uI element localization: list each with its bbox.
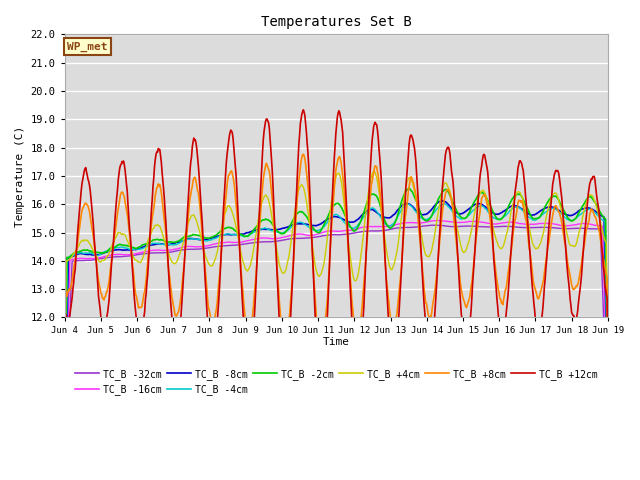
TC_B -4cm xyxy=(419,216,427,222)
TC_B +4cm xyxy=(403,180,411,186)
TC_B +8cm xyxy=(70,261,78,266)
Line: TC_B +12cm: TC_B +12cm xyxy=(65,110,608,429)
TC_B +8cm xyxy=(182,247,189,252)
TC_B -32cm xyxy=(70,258,78,264)
TC_B +8cm xyxy=(127,240,134,245)
TC_B -2cm xyxy=(70,250,78,256)
Y-axis label: Temperature (C): Temperature (C) xyxy=(15,125,25,227)
TC_B -4cm xyxy=(61,432,68,438)
TC_B -32cm xyxy=(182,247,189,252)
TC_B -4cm xyxy=(403,202,410,208)
TC_B -16cm xyxy=(604,425,612,431)
TC_B +4cm xyxy=(70,250,78,256)
TC_B -2cm xyxy=(405,186,413,192)
TC_B +8cm xyxy=(211,317,218,323)
Line: TC_B -16cm: TC_B -16cm xyxy=(65,220,608,446)
TC_B +12cm xyxy=(300,107,307,113)
TC_B -16cm xyxy=(70,256,78,262)
TC_B -8cm xyxy=(182,237,189,243)
Line: TC_B +8cm: TC_B +8cm xyxy=(65,155,608,410)
TC_B -32cm xyxy=(211,244,218,250)
TC_B +8cm xyxy=(604,403,612,408)
Line: TC_B -2cm: TC_B -2cm xyxy=(65,189,608,429)
TC_B -16cm xyxy=(211,241,218,247)
TC_B -4cm xyxy=(70,252,78,258)
TC_B +12cm xyxy=(604,417,612,422)
TC_B +4cm xyxy=(604,407,612,412)
TC_B +4cm xyxy=(127,245,134,251)
TC_B -2cm xyxy=(211,233,218,239)
TC_B +4cm xyxy=(211,259,218,264)
TC_B -2cm xyxy=(127,243,134,249)
TC_B -32cm xyxy=(61,447,68,453)
TC_B -8cm xyxy=(127,247,134,253)
TC_B +8cm xyxy=(300,152,307,157)
TC_B +8cm xyxy=(61,407,68,413)
TC_B -16cm xyxy=(182,244,189,250)
TC_B -8cm xyxy=(604,414,612,420)
Text: WP_met: WP_met xyxy=(67,41,108,52)
TC_B +4cm xyxy=(182,230,189,236)
TC_B +4cm xyxy=(61,416,68,422)
TC_B -16cm xyxy=(127,252,134,258)
TC_B -32cm xyxy=(431,222,438,228)
Line: TC_B -32cm: TC_B -32cm xyxy=(65,225,608,450)
TC_B -4cm xyxy=(211,236,218,241)
Line: TC_B +4cm: TC_B +4cm xyxy=(65,171,608,419)
TC_B +4cm xyxy=(419,240,427,245)
TC_B +12cm xyxy=(403,171,411,177)
TC_B +12cm xyxy=(211,352,218,358)
TC_B -8cm xyxy=(418,212,426,217)
TC_B -8cm xyxy=(403,201,410,206)
TC_B -32cm xyxy=(418,223,426,229)
TC_B -4cm xyxy=(127,246,134,252)
TC_B -4cm xyxy=(604,412,612,418)
TC_B -32cm xyxy=(403,225,410,230)
TC_B +4cm xyxy=(370,168,378,174)
TC_B +12cm xyxy=(182,243,189,249)
TC_B +12cm xyxy=(70,272,78,277)
TC_B -4cm xyxy=(404,201,412,207)
TC_B -16cm xyxy=(435,217,442,223)
Legend: TC_B -32cm, TC_B -16cm, TC_B -8cm, TC_B -4cm, TC_B -2cm, TC_B +4cm, TC_B +8cm, T: TC_B -32cm, TC_B -16cm, TC_B -8cm, TC_B … xyxy=(71,365,602,399)
TC_B -2cm xyxy=(403,188,410,193)
Title: Temperatures Set B: Temperatures Set B xyxy=(261,15,412,29)
TC_B -8cm xyxy=(61,437,68,443)
Line: TC_B -8cm: TC_B -8cm xyxy=(65,201,608,440)
TC_B -2cm xyxy=(604,405,612,410)
TC_B -16cm xyxy=(61,443,68,449)
Line: TC_B -4cm: TC_B -4cm xyxy=(65,204,608,435)
TC_B -8cm xyxy=(211,235,218,240)
TC_B +8cm xyxy=(403,203,411,208)
TC_B +12cm xyxy=(127,233,134,239)
TC_B -32cm xyxy=(604,430,612,436)
X-axis label: Time: Time xyxy=(323,337,349,347)
TC_B -2cm xyxy=(182,234,189,240)
TC_B -4cm xyxy=(182,237,189,243)
TC_B -2cm xyxy=(419,215,427,221)
TC_B +12cm xyxy=(61,426,68,432)
TC_B -32cm xyxy=(127,253,134,259)
TC_B +12cm xyxy=(419,282,427,288)
TC_B -16cm xyxy=(418,220,426,226)
TC_B -2cm xyxy=(61,426,68,432)
TC_B -8cm xyxy=(70,252,78,258)
TC_B -16cm xyxy=(403,220,410,226)
TC_B -8cm xyxy=(439,198,447,204)
TC_B +8cm xyxy=(419,270,427,276)
